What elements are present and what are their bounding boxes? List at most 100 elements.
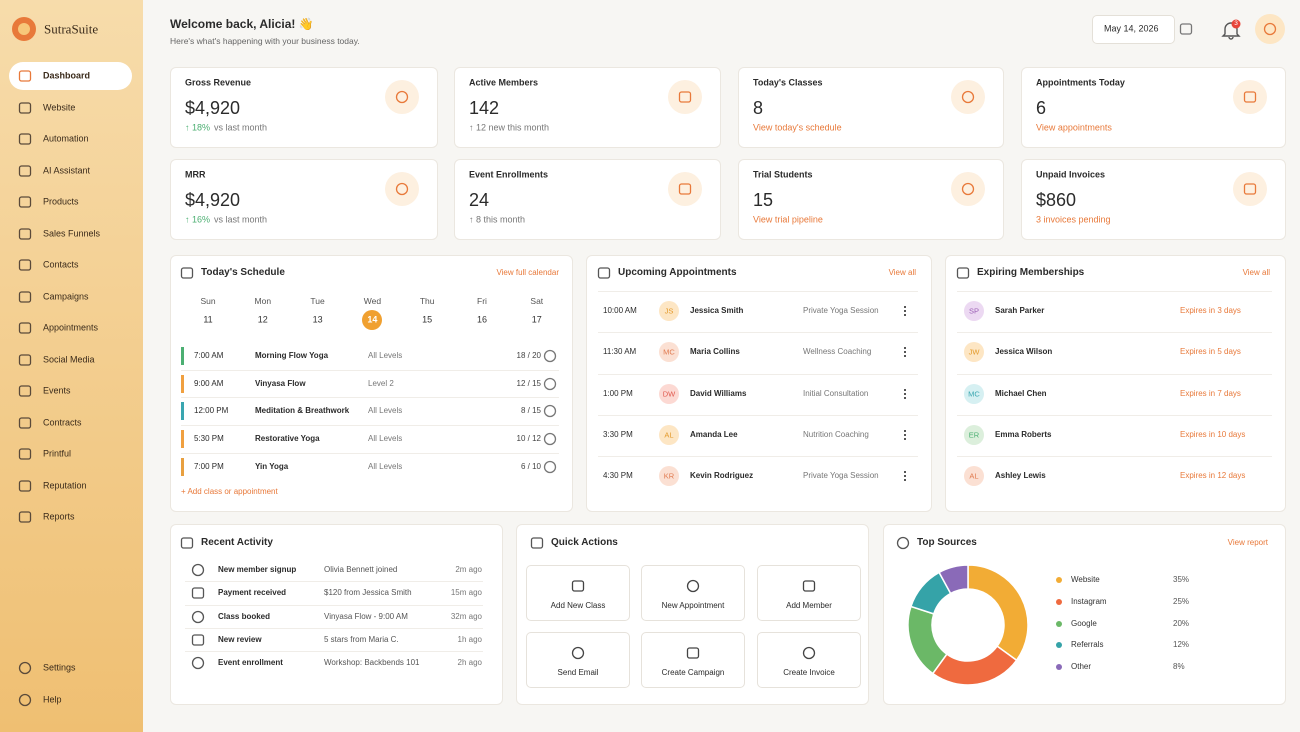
greeting: Welcome back, Alicia! 👋 xyxy=(170,17,314,31)
stat-label: Appointments Today xyxy=(1036,77,1125,88)
nav-item[interactable]: Settings xyxy=(43,662,76,673)
divider xyxy=(957,291,1272,292)
nav-item[interactable]: Website xyxy=(43,102,76,112)
panel-title: Quick Actions xyxy=(551,537,618,548)
icon xyxy=(956,267,970,279)
avatar-initials: AL xyxy=(664,430,674,440)
action-button[interactable] xyxy=(641,565,745,621)
nav-item[interactable]: Contracts xyxy=(43,417,82,427)
action-label[interactable]: New Appointment xyxy=(661,601,725,610)
action-label[interactable]: Create Campaign xyxy=(661,668,725,677)
class-level: All Levels xyxy=(368,434,403,444)
icon xyxy=(18,353,32,366)
icon xyxy=(18,385,32,397)
stat-value: $860 xyxy=(1036,190,1077,210)
action-button[interactable] xyxy=(526,565,630,621)
icon xyxy=(597,267,611,279)
action-label[interactable]: Send Email xyxy=(557,668,599,677)
divider xyxy=(598,332,918,334)
divider xyxy=(598,291,918,292)
date[interactable]: May 14, 2026 xyxy=(1104,23,1159,34)
class-time: 12:00 PM xyxy=(194,406,229,416)
member-expiry: Expires in 7 days xyxy=(1180,388,1241,398)
nav-item[interactable]: Automation xyxy=(43,133,89,144)
stat-sub-note: vs last month xyxy=(214,122,268,133)
action-button[interactable] xyxy=(757,632,861,688)
stat-icon xyxy=(951,80,985,114)
day-name: Mon xyxy=(254,295,272,306)
day-date[interactable]: 15 xyxy=(422,314,433,325)
appt-time: 3:30 PM xyxy=(603,429,633,439)
nav-item[interactable]: Products xyxy=(43,196,79,207)
add-link[interactable]: + Add class or appointment xyxy=(181,487,278,496)
avatar xyxy=(964,383,984,404)
class-level: All Levels xyxy=(368,351,403,360)
nav-item[interactable]: Social Media xyxy=(43,354,95,364)
nav-item[interactable]: Events xyxy=(43,385,71,396)
stat-label: Unpaid Invoices xyxy=(1036,169,1106,180)
day-date[interactable]: 14 xyxy=(367,314,378,325)
divider xyxy=(598,414,918,416)
divider xyxy=(598,373,918,375)
panel-link[interactable]: View all xyxy=(1242,268,1270,277)
menu-dots[interactable] xyxy=(904,471,906,482)
nav-item[interactable]: Printful xyxy=(43,448,72,459)
icon xyxy=(18,259,32,271)
divider xyxy=(181,452,559,454)
panel-link[interactable]: View all xyxy=(888,268,916,277)
action-button[interactable] xyxy=(526,632,630,688)
appt-name: Amanda Lee xyxy=(690,429,738,439)
member-expiry: Expires in 12 days xyxy=(1180,471,1246,481)
panel-link[interactable]: View full calendar xyxy=(496,268,559,277)
day-date[interactable]: 12 xyxy=(257,314,268,325)
class-name: Morning Flow Yoga xyxy=(255,351,329,360)
nav-item[interactable]: Dashboard xyxy=(43,70,91,81)
nav-item[interactable]: Sales Funnels xyxy=(43,228,101,238)
nav-item[interactable]: Reputation xyxy=(43,480,87,490)
date-picker[interactable] xyxy=(1092,15,1175,44)
action-button[interactable] xyxy=(757,565,861,621)
avatar xyxy=(964,424,984,445)
menu-dots[interactable] xyxy=(904,388,906,399)
stat-label: Today's Classes xyxy=(753,77,823,88)
stat-sub: View appointments xyxy=(1036,122,1112,133)
stat-icon xyxy=(668,172,702,206)
icon xyxy=(180,267,194,279)
class-capacity: 18 / 20 xyxy=(516,351,541,360)
day-date[interactable]: 16 xyxy=(476,314,488,325)
stat-value: $4,920 xyxy=(185,98,241,118)
appt-time: 4:30 PM xyxy=(603,471,633,481)
menu-dots[interactable] xyxy=(904,306,906,316)
legend-value: 25% xyxy=(1173,596,1190,606)
nav-item[interactable]: Appointments xyxy=(43,322,99,333)
day-date[interactable]: 11 xyxy=(203,314,213,325)
stat-label: MRR xyxy=(185,169,206,180)
stat-icon xyxy=(951,172,985,206)
action-label[interactable]: Add Member xyxy=(786,601,832,610)
class-bar xyxy=(181,374,184,393)
class-bar xyxy=(181,402,184,421)
panel-title: Today's Schedule xyxy=(201,267,285,278)
nav-item[interactable]: Campaigns xyxy=(43,291,89,301)
icon xyxy=(18,164,32,177)
avatar[interactable] xyxy=(1255,14,1285,44)
action-label[interactable]: Create Invoice xyxy=(783,668,835,677)
menu-dots[interactable] xyxy=(904,347,906,358)
action-button[interactable] xyxy=(641,632,745,688)
panel-link[interactable]: View report xyxy=(1227,538,1268,547)
action-label[interactable]: Add New Class xyxy=(550,601,606,610)
class-name: Yin Yoga xyxy=(255,461,289,471)
nav-item[interactable]: Reports xyxy=(43,511,75,522)
nav-item[interactable]: AI Assistant xyxy=(43,165,91,175)
menu-dots[interactable] xyxy=(904,429,906,440)
icon xyxy=(1263,22,1277,36)
day-date[interactable]: 17 xyxy=(531,314,542,325)
nav-item[interactable]: Contacts xyxy=(43,259,79,270)
stat-label: Gross Revenue xyxy=(185,77,252,88)
nav-item[interactable]: Help xyxy=(43,694,62,705)
day-date[interactable]: 13 xyxy=(312,314,323,325)
sidebar xyxy=(0,0,143,732)
bell-icon[interactable] xyxy=(1220,19,1242,41)
icon xyxy=(18,479,32,492)
icon xyxy=(678,183,692,195)
